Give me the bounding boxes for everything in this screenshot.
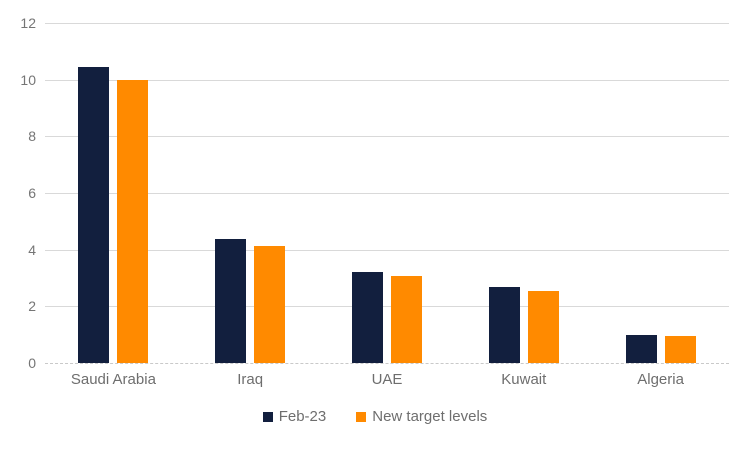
bar-new-target-levels-saudi-arabia <box>117 80 149 363</box>
bar-new-target-levels-uae <box>391 276 422 363</box>
bar-feb-23-uae <box>352 271 383 363</box>
x-axis-label-iraq: Iraq <box>237 371 264 388</box>
y-axis-tick-label-2: 2 <box>28 298 36 315</box>
y-axis-tick-label-8: 8 <box>28 128 36 145</box>
legend-item-feb-23: Feb-23 <box>262 408 327 425</box>
y-axis-tick-label-6: 6 <box>28 185 36 201</box>
bar-new-target-levels-iraq <box>254 245 286 363</box>
bar-feb-23-kuwait <box>488 287 520 363</box>
gridline-y-2 <box>45 306 729 308</box>
y-axis-tick-label-10: 10 <box>20 71 36 88</box>
chart-legend: Feb-23 New target levels <box>0 408 750 425</box>
gridline-y-8 <box>45 136 729 138</box>
gridline-y-12 <box>45 23 729 24</box>
legend-label-new-target-levels: New target levels <box>372 408 488 425</box>
legend-swatch-feb-23 <box>262 411 273 422</box>
bar-feb-23-algeria <box>625 334 657 363</box>
x-axis-label-uae: UAE <box>371 371 403 388</box>
gridline-y-6 <box>45 193 729 194</box>
bar-feb-23-iraq <box>215 239 247 363</box>
x-axis-baseline <box>45 363 729 364</box>
y-axis-tick-label-12: 12 <box>20 15 36 31</box>
bar-new-target-levels-algeria <box>664 335 696 363</box>
legend-swatch-new-target-levels <box>356 411 367 422</box>
x-axis-label-saudi-arabia: Saudi Arabia <box>70 371 156 388</box>
y-axis-tick-label-0: 0 <box>28 355 36 371</box>
bar-feb-23-saudi-arabia <box>78 66 110 363</box>
x-axis-label-kuwait: Kuwait <box>501 371 547 388</box>
gridline-y-4 <box>45 249 729 251</box>
legend-item-new-target-levels: New target levels <box>356 408 487 425</box>
legend-label-feb-23: Feb-23 <box>278 408 327 425</box>
gridline-y-10 <box>45 79 729 81</box>
bar-new-target-levels-kuwait <box>527 290 559 363</box>
y-axis-tick-label-4: 4 <box>28 241 36 258</box>
x-axis-label-algeria: Algeria <box>637 371 684 388</box>
